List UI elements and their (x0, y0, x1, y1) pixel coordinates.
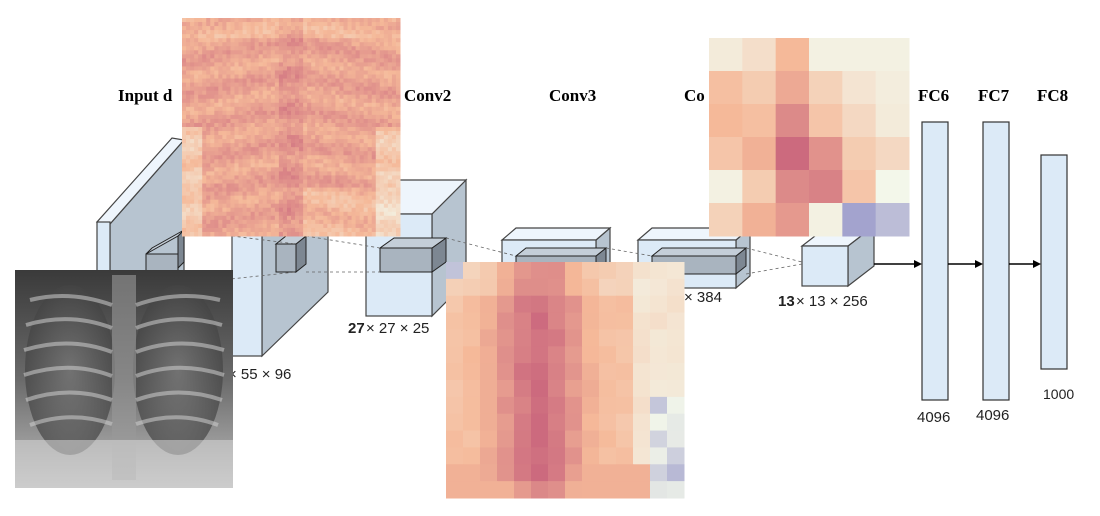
conv5-dim-label: × 13 × 256 (796, 293, 868, 310)
conv4-dim-label: × 384 (684, 289, 722, 306)
header-fc6: FC6 (918, 86, 949, 105)
saliency-heatmap-conv5 (709, 38, 910, 237)
header-fc7: FC7 (978, 86, 1010, 105)
fc8-block (1040, 154, 1068, 370)
fc6-dim-label: 4096 (917, 409, 950, 426)
conv5-block (800, 224, 876, 288)
saliency-heatmap-conv1 (182, 18, 401, 237)
conv5-dim-bold: 13 (778, 293, 795, 310)
conv1-dim-label: × 55 × 96 (228, 366, 291, 383)
header-input: Input d (118, 86, 173, 105)
saliency-heatmap-conv3 (446, 262, 685, 499)
chest-xray-image (15, 270, 233, 488)
fc6-block (921, 121, 949, 401)
fc7-dim-label: 4096 (976, 407, 1009, 424)
fc-layers (874, 121, 1068, 401)
conv4-block (636, 226, 752, 290)
conv2-dim-bold: 27 (348, 320, 365, 337)
header-conv2: Conv2 (404, 86, 451, 105)
fc7-block (982, 121, 1010, 401)
fc8-dim-label: 1000 (1043, 386, 1074, 402)
header-conv4: Co (684, 86, 705, 105)
header-conv3: Conv3 (549, 86, 596, 105)
conv2-dim-label: × 27 × 25 (366, 320, 429, 337)
header-fc8: FC8 (1037, 86, 1068, 105)
conv2-block (364, 178, 468, 318)
